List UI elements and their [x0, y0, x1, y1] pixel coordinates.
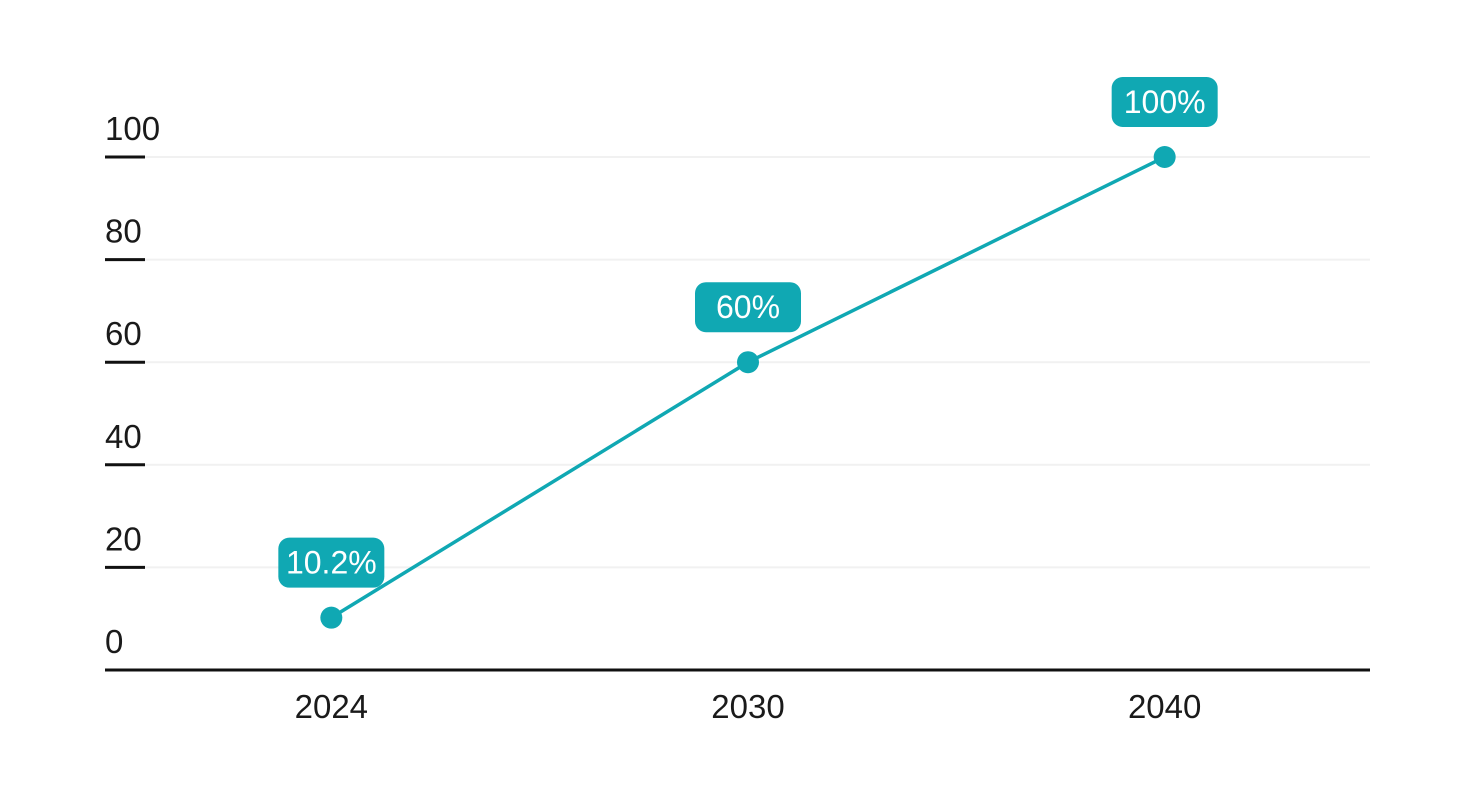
x-axis-label: 2030 [711, 688, 784, 725]
series-line [330, 155, 1166, 620]
x-axis-label: 2040 [1128, 688, 1201, 725]
value-badge [278, 537, 385, 588]
value-badge [695, 282, 801, 333]
value-badge [1111, 77, 1218, 127]
x-axis-label: 2024 [295, 688, 368, 725]
y-axis-label: 100 [105, 110, 160, 147]
value-badge-label: 60% [716, 289, 780, 325]
y-axis-label: 20 [105, 520, 142, 557]
data-point-marker [737, 351, 759, 374]
y-axis-label: 0 [105, 623, 123, 660]
data-point-marker [1153, 146, 1176, 168]
y-axis-label: 60 [105, 315, 142, 352]
value-badge-label: 10.2% [286, 545, 377, 581]
y-axis-label: 80 [105, 213, 142, 250]
value-badge-label: 100% [1124, 84, 1206, 120]
y-axis-label: 40 [105, 418, 142, 455]
data-point-marker [320, 606, 343, 629]
